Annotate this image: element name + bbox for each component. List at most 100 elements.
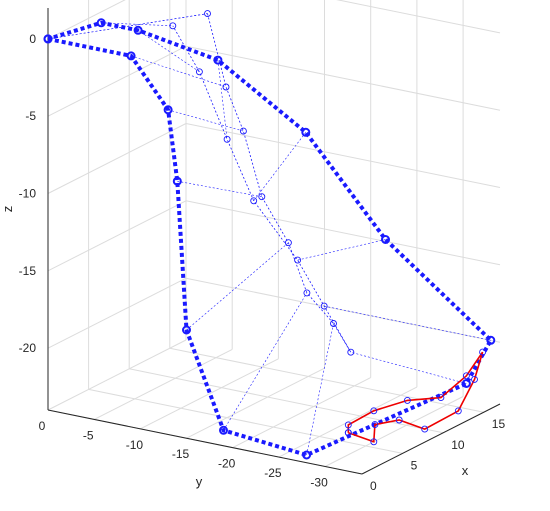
x-tick-label: 0 bbox=[370, 479, 377, 493]
data-point bbox=[344, 421, 352, 429]
z-tick-label: -10 bbox=[19, 187, 37, 201]
y-tick-label: -5 bbox=[83, 428, 94, 442]
trail-line bbox=[306, 323, 334, 456]
grid-line bbox=[47, 123, 187, 194]
x-tick-label: 10 bbox=[451, 438, 465, 452]
grid-line bbox=[324, 396, 464, 467]
x-axis-line bbox=[361, 403, 501, 475]
trail-line bbox=[217, 60, 228, 140]
grid-line bbox=[185, 200, 501, 266]
data-point bbox=[163, 105, 173, 115]
data-point bbox=[462, 372, 470, 380]
data-point bbox=[43, 34, 53, 44]
z-tick-label: -5 bbox=[25, 109, 36, 123]
y-tick-label: 0 bbox=[39, 419, 46, 433]
series-group bbox=[43, 10, 496, 460]
data-point bbox=[294, 256, 302, 264]
data-point bbox=[250, 197, 258, 205]
data-point bbox=[370, 407, 378, 415]
grid-line bbox=[47, 45, 187, 117]
y-tick-label: -25 bbox=[264, 466, 282, 480]
series-line bbox=[347, 351, 484, 443]
x-axis-label: x bbox=[462, 463, 469, 478]
grid-line bbox=[47, 277, 187, 349]
grid-line bbox=[169, 347, 484, 413]
data-point bbox=[195, 68, 203, 76]
data-point bbox=[302, 450, 312, 460]
trail-line bbox=[168, 109, 244, 132]
trail-line bbox=[131, 55, 227, 88]
trail-line bbox=[47, 13, 208, 40]
data-point bbox=[421, 425, 429, 433]
axes bbox=[47, 8, 501, 475]
grid-line bbox=[140, 358, 279, 430]
data-point bbox=[370, 438, 378, 446]
grid-line bbox=[47, 0, 126, 40]
z-axis-label: z bbox=[0, 206, 15, 213]
data-point bbox=[258, 193, 266, 201]
data-point bbox=[344, 429, 352, 437]
data-point bbox=[461, 379, 471, 388]
data-point bbox=[395, 416, 403, 424]
trail-line bbox=[186, 242, 289, 331]
data-point bbox=[454, 407, 462, 415]
data-point bbox=[222, 83, 230, 91]
data-point bbox=[330, 320, 337, 327]
grid-line bbox=[232, 377, 371, 449]
data-point bbox=[172, 176, 182, 186]
z-tick-label: -15 bbox=[19, 264, 37, 278]
trail-line bbox=[101, 22, 173, 27]
grid-line bbox=[47, 200, 187, 272]
grid bbox=[47, 0, 501, 475]
data-point bbox=[471, 375, 478, 383]
grid-line bbox=[185, 277, 501, 343]
y-tick-label: -20 bbox=[218, 457, 236, 471]
grid-line bbox=[47, 339, 187, 411]
data-point bbox=[204, 10, 211, 18]
data-point bbox=[239, 127, 247, 135]
data-point bbox=[347, 348, 355, 356]
data-point bbox=[223, 135, 231, 143]
data-point bbox=[213, 55, 223, 65]
data-point bbox=[371, 421, 379, 429]
data-point bbox=[486, 335, 496, 345]
y-tick-label: -10 bbox=[126, 438, 144, 452]
trail-line bbox=[324, 305, 491, 341]
x-tick-label: 15 bbox=[492, 417, 506, 431]
y-axis-label: y bbox=[196, 474, 203, 489]
y-axis-line bbox=[47, 409, 363, 475]
data-point bbox=[133, 25, 143, 35]
grid-line bbox=[336, 0, 501, 34]
z-tick-label: -20 bbox=[19, 341, 37, 355]
data-point bbox=[381, 235, 390, 244]
data-point bbox=[403, 396, 411, 404]
x-tick-label: 5 bbox=[411, 458, 418, 472]
data-point bbox=[96, 18, 106, 28]
data-point bbox=[479, 348, 487, 356]
grid-line bbox=[93, 348, 233, 420]
z-tick-label: 0 bbox=[29, 32, 36, 46]
grid-line bbox=[88, 388, 403, 454]
grid-line bbox=[185, 45, 501, 111]
data-point bbox=[219, 425, 228, 435]
data-point bbox=[320, 302, 328, 310]
data-point bbox=[126, 51, 136, 61]
data-point bbox=[437, 394, 445, 402]
tick-labels: 0 -5 -10 -15 -20 0 -5 -10 -15 -20 -25 -30 0 5 10 15 z y x bbox=[0, 32, 505, 493]
data-point bbox=[182, 325, 191, 335]
series-line bbox=[47, 20, 494, 458]
trail-line bbox=[297, 239, 386, 261]
trail-line bbox=[137, 30, 200, 73]
grid-line bbox=[186, 367, 325, 439]
trail-line bbox=[177, 180, 262, 197]
data-point bbox=[303, 289, 311, 297]
grid-line bbox=[185, 123, 501, 188]
data-point bbox=[301, 127, 311, 137]
y-tick-label: -30 bbox=[310, 476, 328, 490]
y-tick-label: -15 bbox=[172, 447, 190, 461]
trail-line bbox=[223, 292, 308, 431]
series-line bbox=[172, 13, 352, 353]
grid-line bbox=[129, 368, 444, 434]
data-point bbox=[284, 239, 292, 247]
